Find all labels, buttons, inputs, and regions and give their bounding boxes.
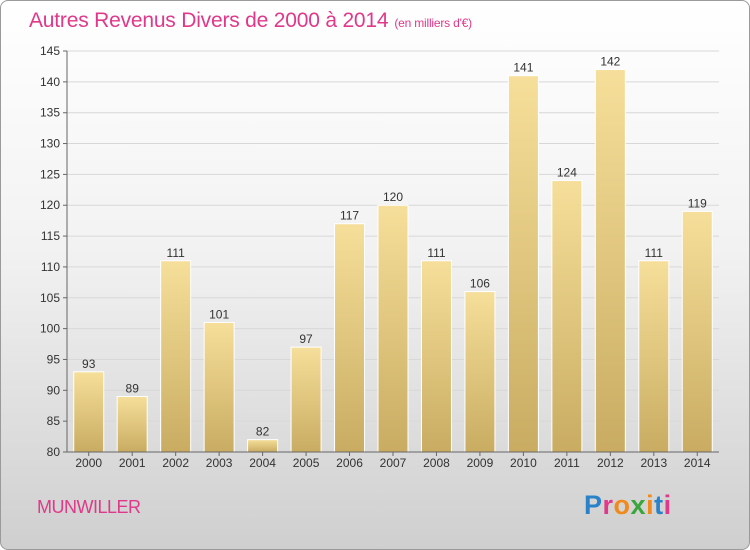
bar-value-label: 93 xyxy=(82,357,96,371)
bar xyxy=(334,223,366,453)
y-tick-label: 135 xyxy=(40,106,60,120)
bars: 93 89 111 101 82 97 117 120 111 106 141 124 142 111 11… xyxy=(73,55,713,453)
bar xyxy=(638,260,670,453)
bar xyxy=(507,75,539,453)
logo-letter: i xyxy=(646,490,655,520)
y-tick-label: 95 xyxy=(47,352,61,366)
chart-title-text: Autres Revenus Divers de 2000 à 2014 xyxy=(29,9,389,32)
bar-value-label: 89 xyxy=(126,381,140,395)
bar xyxy=(116,395,148,453)
bar xyxy=(203,321,235,453)
bar-value-label: 124 xyxy=(557,166,577,180)
x-tick-label: 2009 xyxy=(467,456,494,470)
x-tick-label: 2000 xyxy=(75,456,102,470)
bar-value-label: 117 xyxy=(340,209,359,223)
bar xyxy=(420,260,452,453)
logo-letter: P xyxy=(584,490,603,520)
logo-letter: r xyxy=(602,490,614,520)
y-tick-label: 80 xyxy=(47,445,61,459)
bar-value-label: 82 xyxy=(256,425,270,439)
bar xyxy=(594,69,626,453)
x-tick-label: 2003 xyxy=(206,456,233,470)
x-tick-label: 2008 xyxy=(423,456,450,470)
x-tick-label: 2013 xyxy=(640,456,667,470)
bar xyxy=(247,439,279,453)
bar-value-label: 106 xyxy=(470,277,490,291)
bar-value-label: 111 xyxy=(167,246,186,260)
x-tick-label: 2005 xyxy=(293,456,320,470)
bar-value-label: 120 xyxy=(383,190,403,204)
bar-value-label: 101 xyxy=(209,307,229,321)
y-tick-label: 110 xyxy=(41,260,60,274)
x-tick-label: 2011 xyxy=(554,456,580,470)
x-tick-label: 2012 xyxy=(597,456,624,470)
x-tick-label: 2006 xyxy=(336,456,363,470)
y-tick-label: 140 xyxy=(40,75,60,89)
y-tick-label: 105 xyxy=(40,291,60,305)
logo-letter: t xyxy=(654,490,664,520)
bar-value-label: 111 xyxy=(645,246,664,260)
bar xyxy=(290,346,322,453)
logo-letter: o xyxy=(613,490,631,520)
y-tick-label: 100 xyxy=(40,322,60,336)
y-tick-label: 85 xyxy=(47,414,61,428)
city-name: MUNWILLER xyxy=(37,497,141,517)
y-tick-label: 90 xyxy=(47,383,61,397)
bar-value-label: 119 xyxy=(688,196,707,210)
bar xyxy=(160,260,192,453)
bar xyxy=(464,291,496,453)
chart-title: Autres Revenus Divers de 2000 à 2014 (en … xyxy=(29,9,472,33)
bar xyxy=(377,204,409,453)
bar xyxy=(681,210,713,453)
chart-subtitle: (en milliers d'€) xyxy=(394,16,472,30)
y-tick-label: 120 xyxy=(40,198,60,212)
logo-letter: i xyxy=(663,490,672,520)
y-tick-label: 125 xyxy=(40,167,60,181)
x-tick-label: 2014 xyxy=(684,456,711,470)
axes: 80 85 90 95 100 105 110 115 120 125 130 135 140 145 20… xyxy=(40,44,719,470)
bar-value-label: 111 xyxy=(427,246,446,260)
y-tick-label: 130 xyxy=(40,137,60,151)
x-tick-label: 2007 xyxy=(380,456,407,470)
logo-letter: x xyxy=(630,490,647,520)
x-tick-label: 2002 xyxy=(162,456,189,470)
x-tick-label: 2001 xyxy=(119,456,146,470)
bar xyxy=(551,180,583,453)
y-tick-label: 115 xyxy=(41,229,60,243)
x-tick-label: 2010 xyxy=(510,456,537,470)
proxiti-logo[interactable]: Proxiti xyxy=(584,490,672,521)
x-tick-label: 2004 xyxy=(249,456,276,470)
y-tick-label: 145 xyxy=(40,44,60,58)
bar xyxy=(73,371,105,453)
bar-value-label: 141 xyxy=(513,61,533,75)
bar-value-label: 142 xyxy=(600,55,620,69)
bar-value-label: 97 xyxy=(299,332,313,346)
